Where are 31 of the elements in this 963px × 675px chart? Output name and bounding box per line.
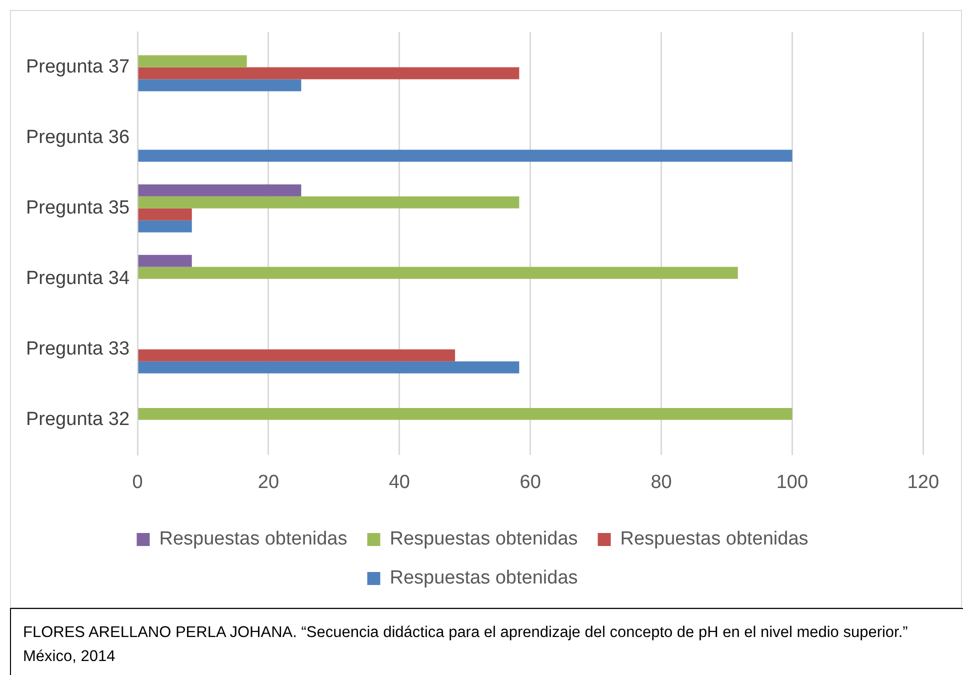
y-tick-label: Pregunta 33 bbox=[26, 338, 130, 360]
x-tick-label: 0 bbox=[132, 472, 143, 493]
bar bbox=[138, 254, 192, 267]
bar bbox=[138, 196, 520, 208]
y-tick-label: Pregunta 35 bbox=[26, 198, 130, 219]
bar bbox=[138, 55, 247, 68]
legend-label: Respuestas obtenidas bbox=[390, 528, 578, 550]
bar bbox=[138, 408, 792, 420]
y-tick-label: Pregunta 37 bbox=[26, 56, 130, 78]
bar bbox=[138, 266, 738, 279]
x-tick-label: 40 bbox=[388, 472, 410, 493]
y-tick-label: Pregunta 32 bbox=[26, 409, 130, 430]
legend-label: Respuestas obtenidas bbox=[159, 528, 348, 550]
bar bbox=[138, 67, 520, 80]
x-tick-label: 20 bbox=[258, 472, 280, 493]
bar bbox=[138, 208, 192, 220]
bar bbox=[138, 79, 302, 92]
bar bbox=[138, 150, 792, 162]
bar bbox=[138, 349, 456, 362]
legend-label: Respuestas obtenidas bbox=[390, 568, 578, 589]
y-tick-label: Pregunta 36 bbox=[26, 127, 130, 148]
x-tick-label: 120 bbox=[907, 472, 939, 493]
legend-label: Respuestas obtenidas bbox=[620, 528, 808, 550]
x-tick-label: 100 bbox=[776, 472, 808, 493]
y-tick-label: Pregunta 34 bbox=[26, 268, 130, 290]
bar bbox=[138, 184, 302, 196]
x-tick-label: 60 bbox=[520, 472, 541, 493]
text: FLORES ARELLANO PERLA JOHANA. “Secuencia didáctica para el aprendizaje del concepto de pH en el nivel medio superior.” México, 2014 bbox=[23, 623, 909, 667]
bar bbox=[138, 220, 192, 232]
bar bbox=[138, 361, 520, 374]
x-tick-label: 80 bbox=[650, 472, 672, 493]
